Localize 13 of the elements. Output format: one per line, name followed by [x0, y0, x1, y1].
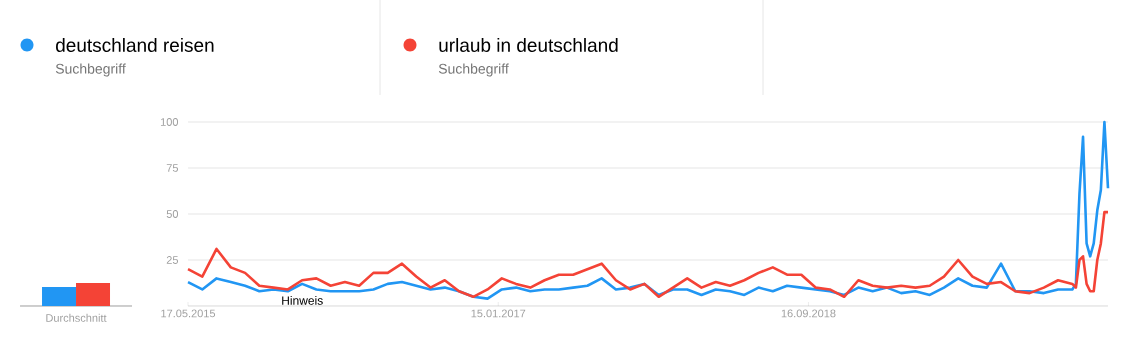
- y-tick-label: 75: [166, 164, 179, 172]
- x-tick-label: 15.01.2017: [471, 309, 526, 318]
- annotation: Hinweis: [282, 295, 323, 305]
- text: Suchbegriff: [55, 63, 126, 77]
- x-tick-label: 16.09.2018: [781, 309, 836, 318]
- legend-label: urlaub in deutschland: [439, 38, 618, 52]
- y-tick-label: 25: [166, 256, 179, 264]
- legend-label: deutschland reisen: [56, 38, 214, 52]
- y-tick-label: 100: [160, 118, 179, 126]
- y-tick-label: 50: [166, 210, 179, 218]
- x-tick-label: Durchschnitt: [46, 313, 107, 322]
- x-tick-label: 17.05.2015: [161, 309, 216, 318]
- text: Suchbegriff: [438, 63, 509, 77]
